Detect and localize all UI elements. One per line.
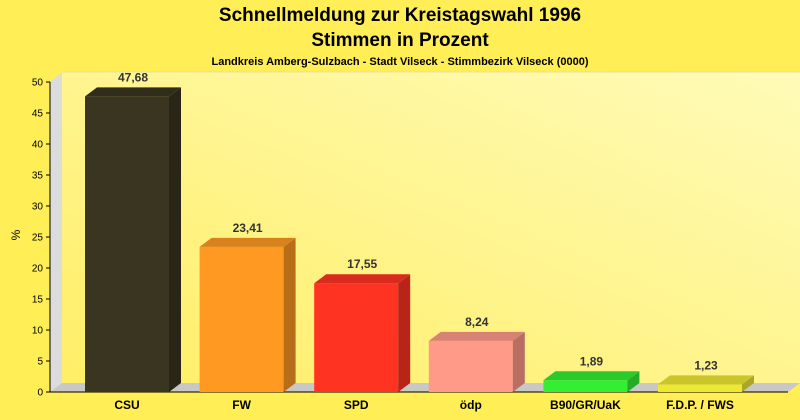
- bar-side: [627, 371, 640, 392]
- value-labels: 47,68 23,41 17,55 8,24 1,89 1,23: [118, 70, 718, 372]
- bar-side: [283, 237, 296, 392]
- chart-title: Schnellmeldung zur Kreistagswahl 1996: [219, 5, 581, 26]
- y-tick-label: 0: [37, 388, 43, 399]
- category-label: FW: [232, 398, 251, 412]
- bar: [314, 274, 411, 392]
- y-axis-ticks: 0 5 10 15 20 25 30 35 40 45 50: [32, 78, 50, 399]
- category-label: SPD: [344, 398, 369, 412]
- y-tick-label: 10: [32, 326, 44, 337]
- y-tick-label: 25: [32, 233, 44, 244]
- bars: [85, 87, 754, 392]
- plot-left-wall: [50, 72, 62, 392]
- bar-top: [314, 274, 411, 284]
- bar: [199, 237, 296, 392]
- y-tick-label: 30: [32, 202, 44, 213]
- y-tick-label: 5: [37, 357, 43, 368]
- bar-top: [428, 331, 525, 341]
- bar-top: [85, 87, 181, 97]
- value-label: 47,68: [118, 70, 148, 84]
- bar: [658, 375, 754, 392]
- value-label: 1,89: [580, 354, 604, 368]
- bar-side: [742, 375, 754, 392]
- category-label: CSU: [114, 398, 139, 412]
- y-axis-label: %: [9, 229, 23, 240]
- y-tick-label: 45: [32, 109, 44, 120]
- value-label: 17,55: [347, 257, 377, 271]
- y-tick-label: 40: [32, 140, 44, 151]
- chart-subtitle: Landkreis Amberg-Sulzbach - Stadt Vilsec…: [212, 56, 589, 68]
- chart-title-line2: Stimmen in Prozent: [311, 30, 489, 51]
- bar-front: [658, 384, 742, 392]
- category-label: B90/GR/UaK: [550, 398, 621, 412]
- y-tick-label: 50: [32, 78, 44, 89]
- y-tick-label: 15: [32, 295, 44, 306]
- bar-top: [543, 371, 640, 381]
- bar: [85, 87, 181, 392]
- bar: [543, 371, 640, 392]
- bar-top: [199, 237, 296, 247]
- bar-front: [428, 340, 513, 392]
- value-label: 1,23: [694, 358, 718, 372]
- category-label: ödp: [460, 398, 482, 412]
- bar-front: [543, 380, 628, 392]
- bar-top: [658, 375, 754, 385]
- y-tick-label: 20: [32, 264, 44, 275]
- bar-side: [512, 331, 525, 392]
- bar-front: [314, 283, 399, 392]
- y-tick-label: 35: [32, 171, 44, 182]
- category-labels: CSU FW SPD ödp B90/GR/UaK F.D.P. / FWS: [114, 398, 734, 412]
- value-label: 23,41: [233, 221, 263, 235]
- bar-front: [199, 246, 284, 392]
- bar-side: [398, 274, 411, 392]
- value-label: 8,24: [465, 315, 489, 329]
- bar: [428, 331, 525, 392]
- plot-back-wall: [62, 72, 800, 383]
- category-label: F.D.P. / FWS: [666, 398, 734, 412]
- bar-side: [169, 87, 181, 392]
- bar-front: [85, 96, 169, 392]
